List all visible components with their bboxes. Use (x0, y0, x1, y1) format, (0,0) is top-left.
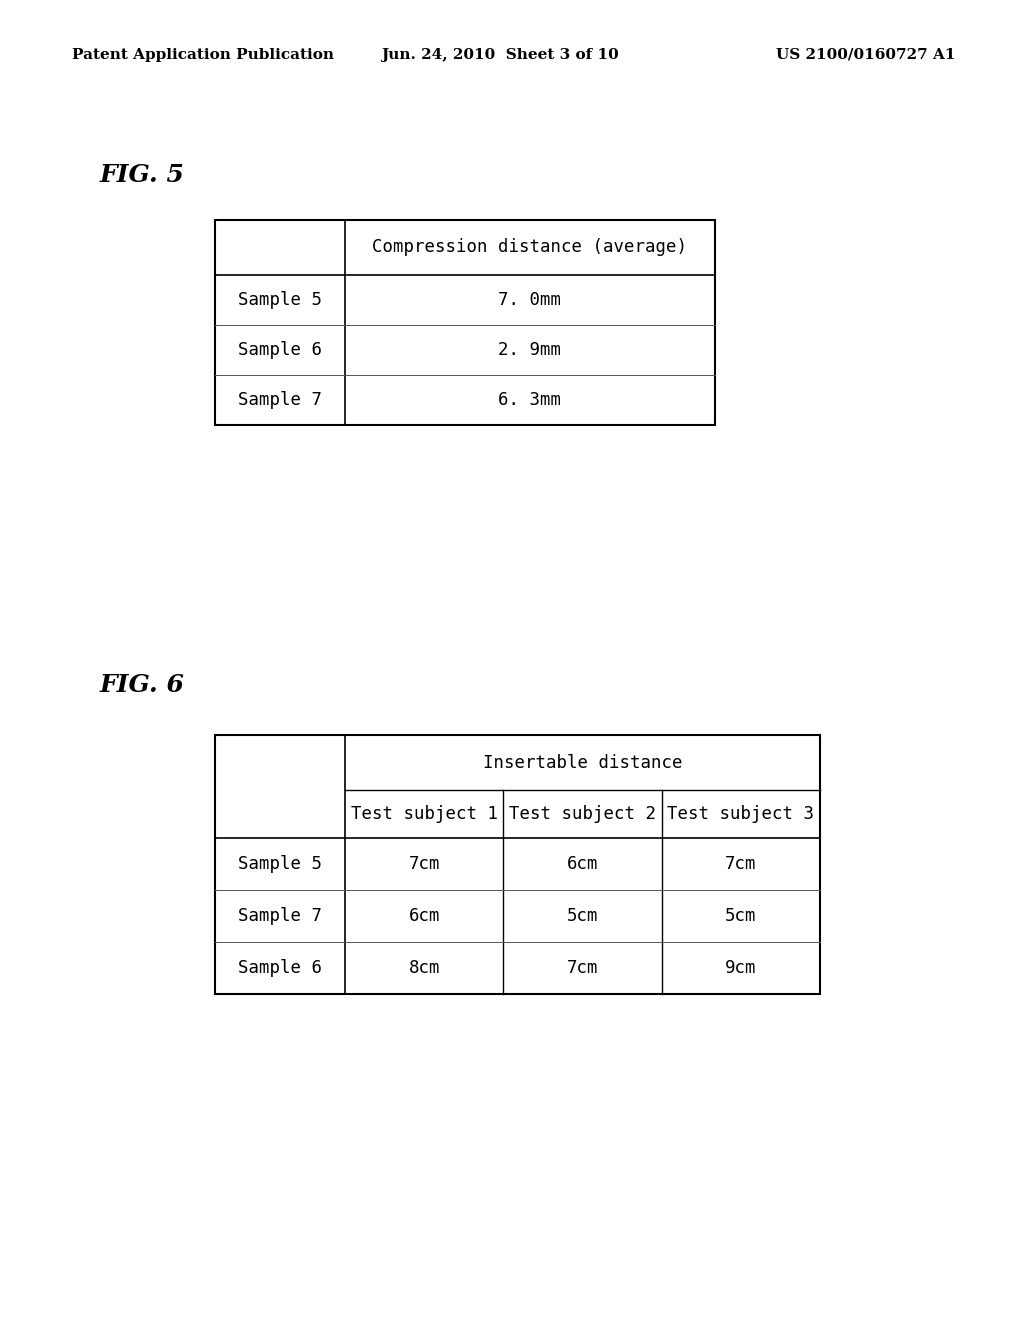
Text: 6cm: 6cm (566, 855, 598, 873)
Text: FIG. 6: FIG. 6 (100, 673, 185, 697)
Text: Compression distance (average): Compression distance (average) (373, 239, 687, 256)
Text: Sample 6: Sample 6 (238, 960, 322, 977)
Text: Insertable distance: Insertable distance (482, 754, 682, 771)
Text: Patent Application Publication: Patent Application Publication (72, 48, 334, 62)
Text: Sample 5: Sample 5 (238, 290, 322, 309)
Text: 2. 9mm: 2. 9mm (499, 341, 561, 359)
Text: US 2100/0160727 A1: US 2100/0160727 A1 (775, 48, 955, 62)
Text: Sample 5: Sample 5 (238, 855, 322, 873)
Text: Sample 7: Sample 7 (238, 907, 322, 925)
Text: 5cm: 5cm (725, 907, 757, 925)
Text: 8cm: 8cm (409, 960, 440, 977)
Bar (215, 220, 715, 425)
Bar (215, 735, 820, 994)
Text: 5cm: 5cm (566, 907, 598, 925)
Text: 7. 0mm: 7. 0mm (499, 290, 561, 309)
Text: 7cm: 7cm (409, 855, 440, 873)
Text: Jun. 24, 2010  Sheet 3 of 10: Jun. 24, 2010 Sheet 3 of 10 (381, 48, 618, 62)
Text: FIG. 5: FIG. 5 (100, 162, 185, 187)
Text: Test subject 2: Test subject 2 (509, 805, 656, 822)
Text: Sample 7: Sample 7 (238, 391, 322, 409)
Text: 7cm: 7cm (725, 855, 757, 873)
Text: 9cm: 9cm (725, 960, 757, 977)
Text: Sample 6: Sample 6 (238, 341, 322, 359)
Text: Test subject 1: Test subject 1 (350, 805, 498, 822)
Text: 6cm: 6cm (409, 907, 440, 925)
Text: Test subject 3: Test subject 3 (668, 805, 814, 822)
Text: 7cm: 7cm (566, 960, 598, 977)
Text: 6. 3mm: 6. 3mm (499, 391, 561, 409)
